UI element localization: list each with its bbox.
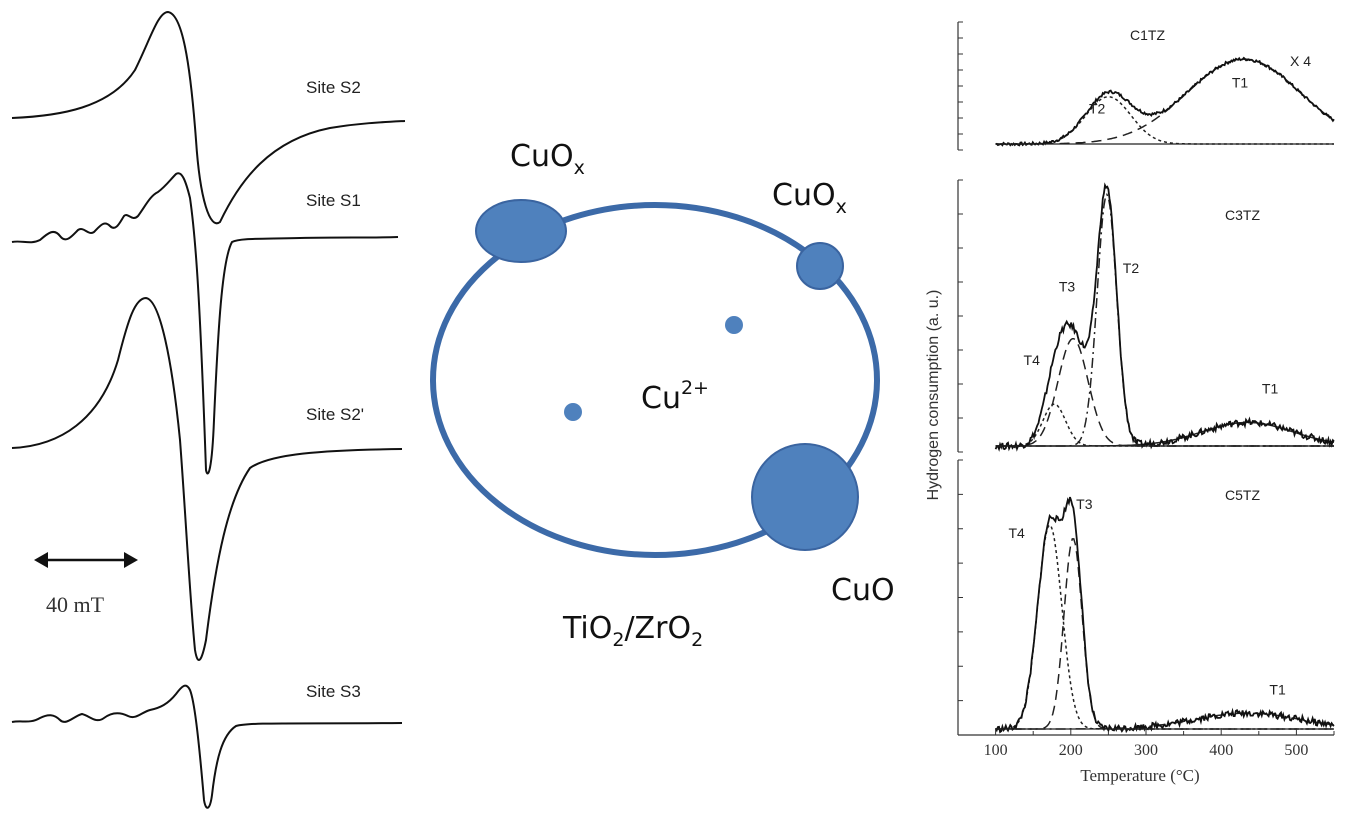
tpr-chart: C1TZ X 4 T2 T1 C3TZ T4 T3 T2 T1 C5TZ T4 T3 T1 100 200 3…	[957, 21, 1335, 759]
schematic: CuOx CuOx Cu2+ CuO TiO2/ZrO2	[430, 139, 895, 651]
support-ring	[430, 202, 880, 558]
support-label: TiO2/ZrO2	[562, 611, 703, 651]
tpr-x-tick-label: 200	[1059, 742, 1083, 759]
cuox-particle-left	[475, 199, 567, 263]
tpr-ylabel: Hydrogen consumption (a. u.)	[925, 290, 942, 501]
cuo-particle	[751, 443, 859, 551]
epr-label-s3: Site S3	[306, 682, 361, 701]
tpr-peak-label: T4	[1024, 352, 1041, 368]
tpr-panel-name: C1TZ	[1130, 27, 1165, 43]
tpr-peak-t2	[995, 96, 1334, 145]
cuox-label-right: CuOx	[772, 178, 847, 218]
tpr-peak-label: T4	[1008, 525, 1025, 541]
tpr-x-tick-label: 400	[1209, 742, 1233, 759]
cu2-label: Cu2+	[641, 377, 709, 416]
tpr-peak-label: T1	[1262, 381, 1279, 397]
tpr-experimental-trace	[995, 56, 1335, 147]
tpr-peak-label: T3	[1076, 496, 1093, 512]
tpr-experimental-trace	[994, 182, 1335, 452]
epr-panel: Site S2 Site S1 Site S2' Site S3 40 mT	[11, 10, 406, 809]
tpr-peak-t3	[995, 337, 1334, 447]
tpr-peak-t1	[995, 58, 1335, 145]
tpr-experimental-trace	[994, 496, 1335, 734]
tpr-x-tick-label: 300	[1134, 742, 1158, 759]
tpr-peak-label: T1	[1232, 74, 1249, 90]
epr-label-s2p: Site S2'	[306, 405, 364, 424]
tpr-panel-name: C5TZ	[1225, 487, 1260, 503]
tpr-x-tick-label: 100	[984, 742, 1008, 759]
epr-trace-s2p	[11, 296, 403, 662]
tpr-peak-t4	[995, 523, 1334, 730]
tpr-peak-label: T2	[1123, 260, 1140, 276]
tpr-panel-name: C3TZ	[1225, 207, 1260, 223]
epr-trace-s2	[11, 10, 406, 225]
epr-label-s2: Site S2	[306, 78, 361, 97]
cuox-particle-right	[796, 242, 844, 290]
epr-trace-s1	[11, 172, 399, 475]
tpr-peak-t3	[995, 538, 1334, 730]
tpr-multiplier: X 4	[1290, 53, 1311, 69]
tpr-peak-label: T3	[1059, 278, 1076, 294]
tpr-peak-label: T2	[1089, 100, 1106, 116]
tpr-peak-label: T1	[1269, 682, 1286, 698]
cuo-label: CuO	[831, 573, 895, 608]
epr-trace-s3	[11, 684, 403, 809]
epr-label-s1: Site S1	[306, 191, 361, 210]
scale-bar-label: 40 mT	[46, 592, 105, 617]
tpr-x-tick-label: 500	[1284, 742, 1308, 759]
tpr-xlabel: Temperature (°C)	[1080, 766, 1199, 785]
tpr-peak-t2	[995, 192, 1334, 447]
scale-bar: 40 mT	[34, 552, 138, 617]
cu2-dot-upper	[725, 316, 743, 334]
cuox-label-left: CuOx	[510, 139, 585, 179]
cu2-dot-lower	[564, 403, 582, 421]
